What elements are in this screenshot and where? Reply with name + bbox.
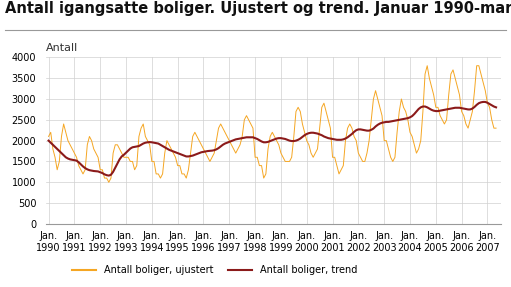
Legend: Antall boliger, ujustert, Antall boliger, trend: Antall boliger, ujustert, Antall boliger… — [68, 261, 361, 279]
Text: Antall: Antall — [46, 43, 78, 53]
Text: Antall igangsatte boliger. Ujustert og trend. Januar 1990-mars 2007: Antall igangsatte boliger. Ujustert og t… — [5, 1, 511, 16]
